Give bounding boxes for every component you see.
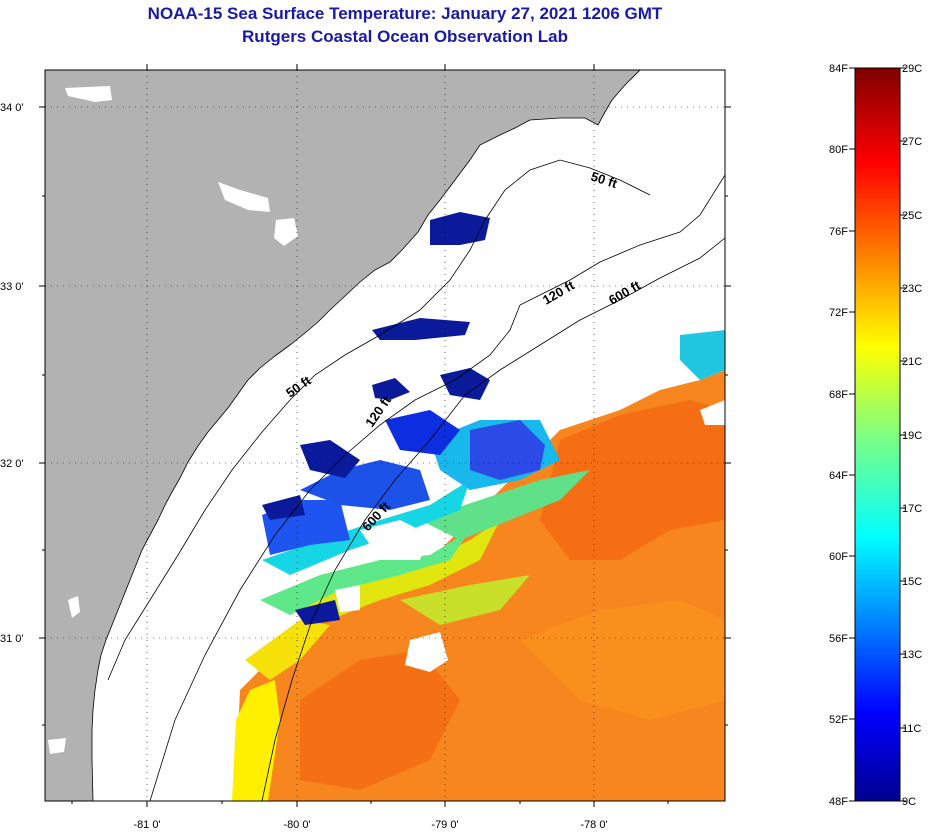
colorbar-f-label-76: 76F	[829, 226, 848, 238]
lon-label-81: -81 0'	[133, 819, 160, 831]
colorbar-f-label-48: 48F	[829, 796, 848, 808]
contour-600ft	[261, 237, 725, 801]
chart-title: NOAA-15 Sea Surface Temperature: January…	[147, 4, 663, 23]
colorbar-f-label-84: 84F	[829, 63, 848, 75]
colorbar-c-label-25: 25C	[902, 210, 922, 222]
colorbar: 84F 80F 76F 72F 68F 64F 60F 56F 52F 48F …	[829, 63, 922, 808]
colorbar-c-label-27: 27C	[902, 136, 922, 148]
colorbar-c-label-11: 11C	[902, 723, 921, 735]
contour-50ft	[107, 159, 651, 681]
land-mass	[45, 70, 641, 801]
colorbar-c-label-21: 21C	[902, 356, 922, 368]
lat-label-32: 32 0'	[0, 458, 24, 470]
colorbar-c-label-23: 23C	[902, 283, 922, 295]
colorbar-c-label-17: 17C	[902, 503, 922, 515]
lat-label-31: 31 0'	[0, 633, 24, 645]
lon-label-78: -78 0'	[580, 819, 607, 831]
colorbar-f-label-60: 60F	[829, 551, 848, 563]
colorbar-f-label-68: 68F	[829, 389, 848, 401]
colorbar-c-label-15: 15C	[902, 576, 922, 588]
lat-label-33: 33 0'	[0, 281, 24, 293]
axis-ticks	[39, 64, 731, 807]
lat-label-34: 34 0'	[0, 102, 24, 114]
colorbar-c-label-9: 9C	[902, 796, 916, 808]
contour-120ft	[149, 174, 725, 801]
colorbar-f-label-72: 72F	[829, 307, 848, 319]
chart-subtitle: Rutgers Coastal Ocean Observation Lab	[242, 27, 568, 46]
colorbar-f-label-56: 56F	[829, 633, 848, 645]
colorbar-gradient	[854, 67, 901, 802]
map-frame	[44, 69, 726, 802]
colorbar-f-label-64: 64F	[829, 470, 848, 482]
lon-label-80: -80 0'	[283, 819, 310, 831]
lon-label-79: -79 0'	[431, 819, 458, 831]
colorbar-f-label-52: 52F	[829, 714, 848, 726]
map-area: 50 ft 50 ft 120 ft 120 ft 600 ft 600 ft	[45, 70, 725, 801]
colorbar-c-label-19: 19C	[902, 430, 922, 442]
colorbar-c-label-29: 29C	[902, 63, 922, 75]
sst-data-layer	[232, 212, 725, 801]
colorbar-c-label-13: 13C	[902, 649, 922, 661]
colorbar-f-label-80: 80F	[829, 144, 848, 156]
